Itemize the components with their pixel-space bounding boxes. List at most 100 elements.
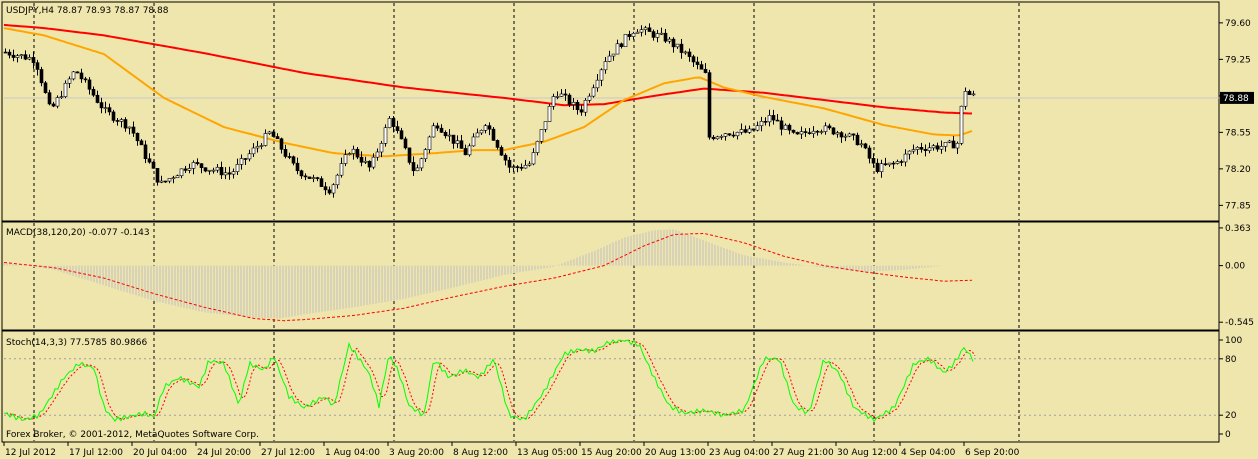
candle-body xyxy=(551,96,556,107)
candle-body xyxy=(815,130,820,133)
candle-body xyxy=(267,131,272,134)
candle-body xyxy=(315,177,320,179)
candle-body xyxy=(311,177,316,179)
candle-body xyxy=(951,140,956,149)
candle-body xyxy=(199,163,204,168)
candle-body xyxy=(59,96,64,98)
candle-body xyxy=(763,121,768,123)
candle-body xyxy=(743,129,748,133)
candle-body xyxy=(967,91,972,95)
candle-body xyxy=(243,158,248,160)
candle-body xyxy=(323,186,328,191)
candle-body xyxy=(299,170,304,177)
candle-body xyxy=(963,91,968,107)
candle-body xyxy=(3,51,8,54)
candle-body xyxy=(355,148,360,158)
candle-body xyxy=(475,132,480,138)
candle-body xyxy=(863,143,868,149)
y-axis-label: 79.60 xyxy=(1225,19,1251,29)
stochastic-axis-label: 0 xyxy=(1225,430,1231,440)
candle-body xyxy=(483,125,488,131)
candle-body xyxy=(83,78,88,81)
candle-body xyxy=(407,147,412,163)
candle-body xyxy=(835,132,840,135)
candle-body xyxy=(547,105,552,122)
main-chart-panel[interactable] xyxy=(1,1,1220,222)
candle-body xyxy=(839,132,844,138)
candle-body xyxy=(403,138,408,149)
candle-body xyxy=(423,149,428,160)
candle-body xyxy=(7,51,12,56)
candle-body xyxy=(575,101,580,111)
x-axis-label: 1 Aug 04:00 xyxy=(325,448,380,458)
candle-body xyxy=(647,27,652,32)
candle-body xyxy=(111,111,116,121)
candle-body xyxy=(927,147,932,151)
x-axis-label: 24 Jul 20:00 xyxy=(197,448,251,458)
candle-body xyxy=(595,79,600,89)
x-axis-label: 30 Aug 12:00 xyxy=(837,448,898,458)
candle-body xyxy=(291,156,296,164)
candle-body xyxy=(787,124,792,131)
candle-body xyxy=(739,129,744,133)
candle-body xyxy=(207,169,212,172)
candle-body xyxy=(603,61,608,71)
candle-body xyxy=(295,162,300,172)
candle-body xyxy=(519,167,524,169)
candle-body xyxy=(723,133,728,137)
candle-body xyxy=(879,163,884,172)
candle-body xyxy=(303,175,308,178)
candle-body xyxy=(451,134,456,144)
macd-panel[interactable] xyxy=(1,221,1220,331)
candle-body xyxy=(359,156,364,163)
candle-body xyxy=(731,134,736,137)
candle-body xyxy=(43,82,48,93)
candle-body xyxy=(339,163,344,176)
candle-body xyxy=(887,162,892,166)
candle-body xyxy=(563,93,568,96)
candle-body xyxy=(527,163,532,166)
candle-body xyxy=(811,130,816,134)
candle-body xyxy=(119,119,124,122)
stochastic-axis-label: 20 xyxy=(1225,411,1237,421)
candle-body xyxy=(947,140,952,143)
candle-body xyxy=(235,164,240,172)
candle-body xyxy=(735,131,740,137)
candle-body xyxy=(183,168,188,171)
copyright-footer: Forex Broker, © 2001-2012, MetaQuotes So… xyxy=(6,430,259,440)
candle-body xyxy=(175,175,180,179)
candle-body xyxy=(819,131,824,133)
candle-body xyxy=(367,160,372,168)
candle-body xyxy=(391,118,396,127)
candle-body xyxy=(799,131,804,135)
candle-body xyxy=(179,168,184,177)
x-axis-label: 3 Aug 20:00 xyxy=(389,448,444,458)
candle-body xyxy=(671,38,676,48)
candle-body xyxy=(263,133,268,146)
axis-layer: 79.6079.2578.9078.5578.2077.850.3630.00-… xyxy=(3,19,1254,458)
stochastic-layer xyxy=(4,339,976,423)
stochastic-panel[interactable] xyxy=(1,330,1220,443)
candle-body xyxy=(227,172,232,175)
candle-body xyxy=(587,95,592,101)
candle-body xyxy=(535,141,540,153)
candle-body xyxy=(539,129,544,142)
candle-body xyxy=(415,167,420,172)
candle-body xyxy=(571,101,576,105)
candle-body xyxy=(651,31,656,38)
candle-body xyxy=(727,133,732,136)
candle-body xyxy=(751,128,756,131)
candle-body xyxy=(15,55,20,58)
candle-body xyxy=(619,43,624,47)
candle-body xyxy=(455,140,460,144)
candle-body xyxy=(335,174,340,186)
candle-body xyxy=(783,124,788,130)
candle-body xyxy=(695,61,700,65)
candle-body xyxy=(147,158,152,163)
candle-body xyxy=(331,184,336,194)
candle-body xyxy=(191,162,196,169)
candle-body xyxy=(379,143,384,153)
candle-body xyxy=(79,72,84,80)
x-axis-label: 4 Sep 04:00 xyxy=(901,448,956,458)
